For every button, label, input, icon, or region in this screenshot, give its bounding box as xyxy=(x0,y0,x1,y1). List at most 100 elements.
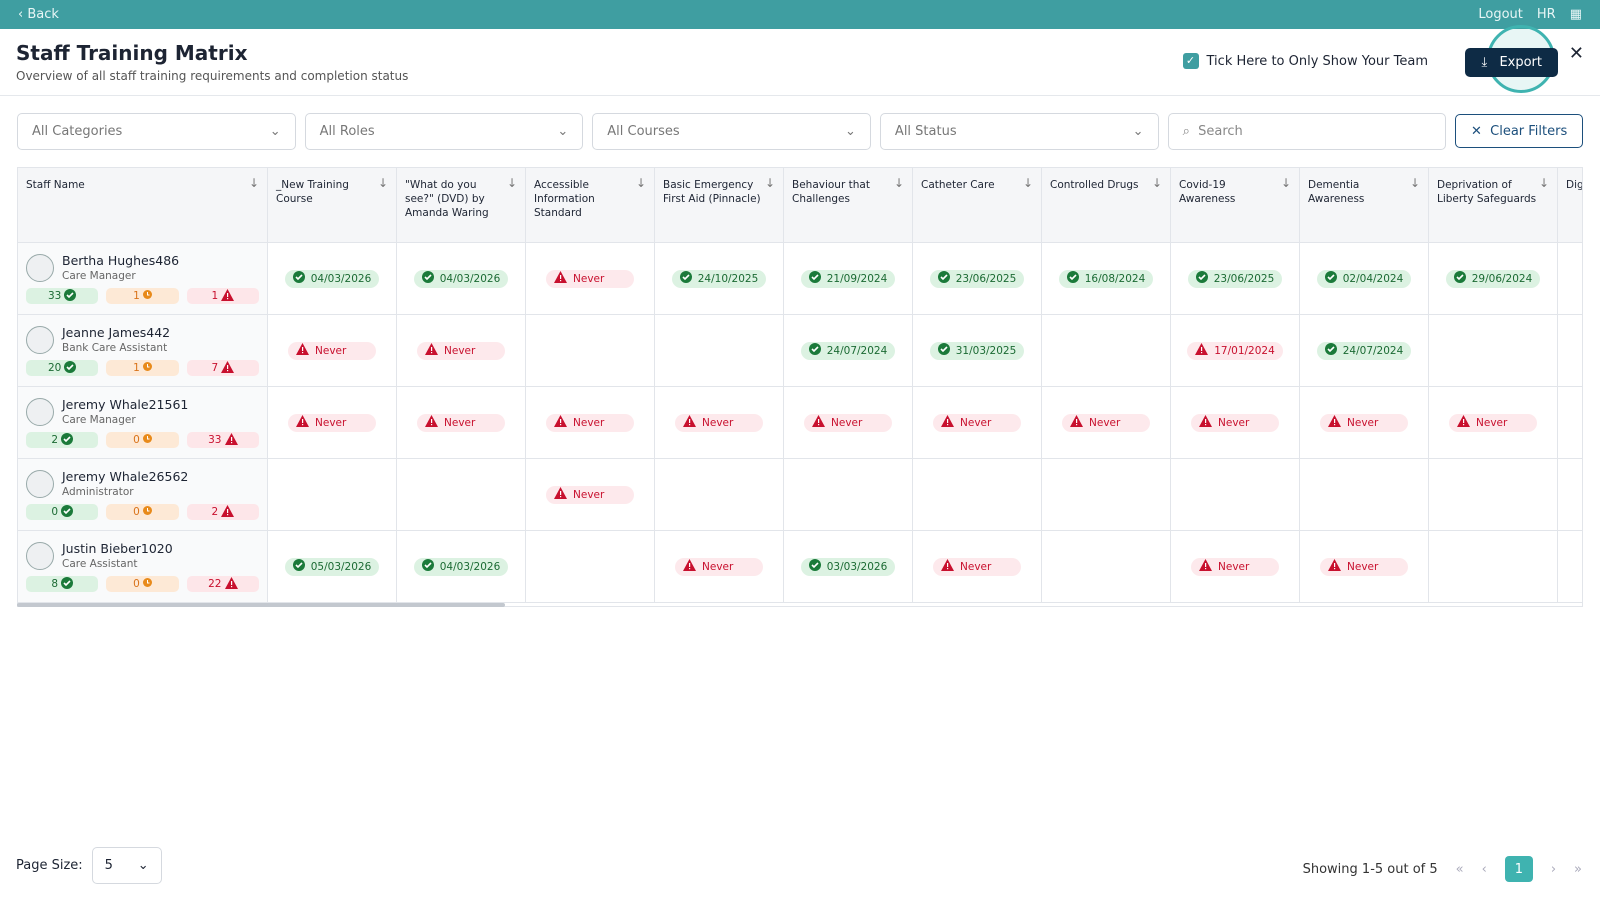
status-badge[interactable]: Never xyxy=(675,557,763,576)
status-text[interactable]: Never xyxy=(1347,560,1379,573)
status-text[interactable]: 03/03/2026 xyxy=(826,560,888,573)
column-header[interactable]: Dig xyxy=(1558,168,1582,242)
filter-label[interactable]: All Status xyxy=(894,124,957,139)
status-text[interactable]: Never xyxy=(444,344,476,357)
next-page[interactable]: › xyxy=(1550,861,1557,877)
status-text[interactable]: Never xyxy=(444,416,476,429)
status-text[interactable]: Never xyxy=(573,272,605,285)
export-button[interactable]: ⤓ Export xyxy=(1465,48,1558,77)
prev-page[interactable]: ‹ xyxy=(1481,861,1487,877)
filter-select[interactable]: All Roles ⌄ xyxy=(304,113,584,150)
status-badge[interactable]: Never xyxy=(675,413,763,432)
status-badge[interactable]: 29/06/2024 xyxy=(1445,269,1541,288)
column-header[interactable]: Catheter Care xyxy=(913,168,1042,242)
chevron[interactable]: ⌄ xyxy=(557,124,569,139)
filter-select[interactable]: All Status ⌄ xyxy=(879,113,1159,150)
status-badge[interactable]: Never xyxy=(288,413,376,432)
team-label[interactable]: Tick Here to Only Show Your Team xyxy=(1206,53,1428,69)
staff-name[interactable]: Bertha Hughes486 xyxy=(62,253,180,268)
column-header[interactable]: Behaviour that Challenges xyxy=(784,168,913,242)
status-text[interactable]: 02/04/2024 xyxy=(1342,272,1404,285)
status-badge[interactable]: Never xyxy=(417,413,505,432)
back-link[interactable]: ‹ Back xyxy=(18,7,59,22)
status-text[interactable]: 04/03/2026 xyxy=(310,272,372,285)
close-button[interactable]: ✕ xyxy=(1568,43,1584,64)
status-badge[interactable]: Never xyxy=(417,341,505,360)
column-header[interactable]: _New Training Course xyxy=(268,168,397,242)
status-text[interactable]: Never xyxy=(960,560,992,573)
status-text[interactable]: 17/01/2024 xyxy=(1214,344,1275,357)
status-badge[interactable]: 16/08/2024 xyxy=(1058,269,1154,288)
status-badge[interactable]: Never xyxy=(546,269,634,288)
last-page[interactable]: » xyxy=(1574,861,1582,877)
status-text[interactable]: Never xyxy=(702,560,734,573)
status-badge[interactable]: 05/03/2026 xyxy=(284,557,380,576)
status-text[interactable]: Never xyxy=(315,344,347,357)
status-text[interactable]: Never xyxy=(1089,416,1121,429)
status-text[interactable]: 31/03/2025 xyxy=(955,344,1017,357)
status-badge[interactable]: Never xyxy=(933,557,1021,576)
status-badge[interactable]: 21/09/2024 xyxy=(800,269,896,288)
status-text[interactable]: Never xyxy=(1476,416,1508,429)
status-text[interactable]: Never xyxy=(702,416,734,429)
status-badge[interactable]: 24/07/2024 xyxy=(800,341,896,360)
status-text[interactable]: 23/06/2025 xyxy=(955,272,1017,285)
status-badge[interactable]: Never xyxy=(1191,557,1279,576)
status-badge[interactable]: 04/03/2026 xyxy=(413,557,509,576)
status-badge[interactable]: 24/07/2024 xyxy=(1316,341,1412,360)
status-text[interactable]: 23/06/2025 xyxy=(1213,272,1275,285)
status-text[interactable]: Never xyxy=(831,416,863,429)
status-badge[interactable]: 04/03/2026 xyxy=(413,269,509,288)
filter-label[interactable]: All Categories xyxy=(32,124,123,139)
status-badge[interactable]: 17/01/2024 xyxy=(1187,341,1283,360)
filter-select[interactable]: All Courses ⌄ xyxy=(592,113,871,150)
first-page[interactable]: « xyxy=(1455,861,1464,877)
status-badge[interactable]: 02/04/2024 xyxy=(1316,269,1412,288)
filter-select[interactable]: All Categories ⌄ xyxy=(17,113,296,150)
page-size-value[interactable]: 5 xyxy=(104,858,113,873)
chevron[interactable]: ⌄ xyxy=(1132,124,1144,139)
status-badge[interactable]: 24/10/2025 xyxy=(671,269,767,288)
back-text[interactable]: Back xyxy=(27,7,59,22)
status-text[interactable]: 21/09/2024 xyxy=(826,272,888,285)
clear-filters[interactable]: ✕ Clear Filters xyxy=(1455,114,1584,148)
status-badge[interactable]: Never xyxy=(546,413,634,432)
filter-label[interactable]: All Courses xyxy=(607,124,680,139)
user[interactable]: HR xyxy=(1536,7,1556,22)
column-header[interactable]: Controlled Drugs xyxy=(1042,168,1171,242)
status-text[interactable]: 04/03/2026 xyxy=(439,272,501,285)
column-header[interactable]: Covid-19 Awareness xyxy=(1171,168,1300,242)
search-box[interactable]: ⌕ Search xyxy=(1167,113,1447,150)
status-badge[interactable]: Never xyxy=(1320,413,1408,432)
status-text[interactable]: 05/03/2026 xyxy=(310,560,372,573)
status-text[interactable]: Never xyxy=(315,416,347,429)
chevron[interactable]: ⌄ xyxy=(269,124,281,139)
staff-name[interactable]: Jeanne James442 xyxy=(62,325,171,340)
status-badge[interactable]: 03/03/2026 xyxy=(800,557,896,576)
status-badge[interactable]: Never xyxy=(1062,413,1150,432)
status-badge[interactable]: 04/03/2026 xyxy=(284,269,380,288)
team-toggle[interactable]: ✓ Tick Here to Only Show Your Team xyxy=(1182,53,1428,69)
staff-name[interactable]: Justin Bieber1020 xyxy=(62,541,173,556)
apps-icon[interactable]: ▦ xyxy=(1569,7,1582,22)
status-text[interactable]: 04/03/2026 xyxy=(439,560,501,573)
checkbox[interactable]: ✓ xyxy=(1182,53,1199,69)
status-text[interactable]: Never xyxy=(1218,416,1250,429)
scrollbar[interactable] xyxy=(17,603,505,607)
status-text[interactable]: Never xyxy=(1347,416,1379,429)
status-badge[interactable]: Never xyxy=(1191,413,1279,432)
status-badge[interactable]: Never xyxy=(804,413,892,432)
status-text[interactable]: 16/08/2024 xyxy=(1084,272,1146,285)
status-badge[interactable]: Never xyxy=(546,485,634,504)
status-text[interactable]: Never xyxy=(1218,560,1250,573)
status-badge[interactable]: 23/06/2025 xyxy=(1187,269,1283,288)
status-text[interactable]: 24/07/2024 xyxy=(1342,344,1404,357)
status-badge[interactable]: 31/03/2025 xyxy=(929,341,1025,360)
status-text[interactable]: Never xyxy=(960,416,992,429)
status-text[interactable]: Never xyxy=(573,488,605,501)
column-header[interactable]: Dementia Awareness xyxy=(1300,168,1429,242)
clear-label[interactable]: Clear Filters xyxy=(1490,123,1568,139)
page-size-select[interactable]: 5 ⌄ xyxy=(91,847,162,884)
staff-name[interactable]: Jeremy Whale26562 xyxy=(62,469,189,484)
status-badge[interactable]: 23/06/2025 xyxy=(929,269,1025,288)
